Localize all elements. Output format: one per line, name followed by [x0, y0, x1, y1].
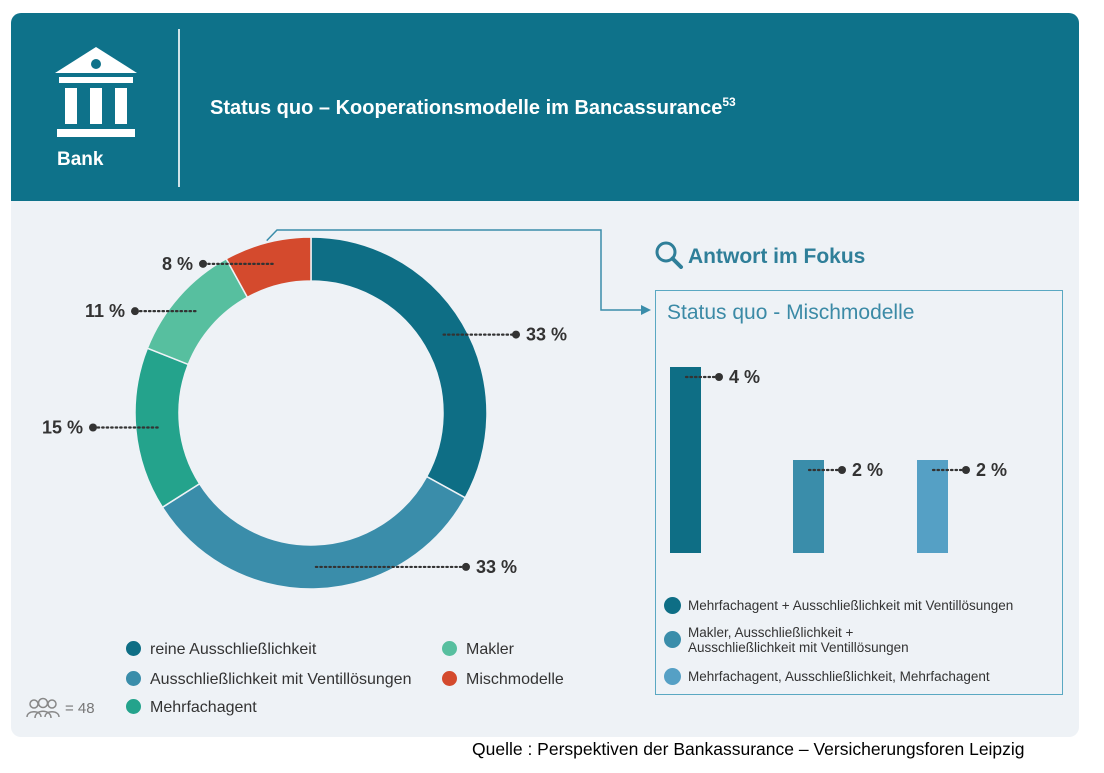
bar-legend-label: Mehrfachagent + Ausschließlichkeit mit V… — [688, 598, 1014, 613]
title-footnote: 53 — [722, 95, 736, 109]
data-label: 15 % — [42, 417, 83, 437]
legend-dot — [664, 597, 681, 614]
bar-value-label: 2 % — [852, 460, 883, 480]
bank-building-icon — [55, 47, 137, 137]
segment-mischmodelle — [225, 236, 312, 299]
focus-title: Antwort im Fokus — [654, 241, 865, 269]
segment-ventilloesungen — [161, 475, 467, 590]
legend-dot — [126, 641, 141, 656]
donut-chart: 33 % 33 % 15 % 11 % 8 % — [42, 229, 651, 590]
source-note: Quelle : Perspektiven der Bankassurance … — [472, 739, 1025, 759]
segment-reine-ausschliesslichkeit — [310, 236, 488, 499]
bar-legend-label: Mehrfachagent, Ausschließlichkeit, Mehrf… — [688, 669, 990, 684]
bar-value-label: 2 % — [976, 460, 1007, 480]
legend-dot — [442, 641, 457, 656]
legend-item-ventil: Ausschließlichkeit mit Ventillösungen — [126, 671, 411, 689]
bar — [793, 460, 824, 553]
bar-chart: 4 % 2 % 2 % — [670, 367, 1007, 553]
arrow-head-icon — [641, 305, 651, 315]
page-title: Status quo – Kooperationsmodelle im Banc… — [210, 95, 736, 120]
infographic-card: Bank Status quo – Kooperationsmodelle im… — [11, 13, 1079, 737]
magnifier-icon — [655, 241, 683, 269]
legend-label: Mehrfachagent — [150, 699, 257, 716]
legend-dot — [664, 631, 681, 648]
people-group-icon — [26, 697, 60, 719]
focus-box: Status quo - Mischmodelle 4 % 2 % 2 % Mehr… — [655, 290, 1063, 695]
leader-dot — [512, 330, 520, 339]
legend-dot — [126, 699, 141, 714]
legend-dot — [442, 671, 457, 686]
legend-label: Ausschließlichkeit mit Ventillösungen — [150, 671, 412, 688]
focus-connector — [266, 229, 643, 311]
legend-dot — [664, 668, 681, 685]
legend-item-misch: Mischmodelle — [442, 671, 564, 689]
focus-title-text: Antwort im Fokus — [688, 245, 866, 268]
legend-dot — [126, 671, 141, 686]
bar — [917, 460, 948, 553]
bar-leader-dot — [715, 373, 723, 381]
bar-value-label: 4 % — [729, 367, 760, 387]
bar-leader-dot — [838, 466, 846, 474]
legend-label: Makler — [466, 641, 515, 658]
bar-legend-label-line2: Ausschließlichkeit mit Ventillösungen — [688, 640, 909, 655]
legend-label: Mischmodelle — [466, 671, 564, 688]
leader-dot — [199, 259, 207, 268]
leader-dot — [462, 562, 470, 571]
leader-dot — [89, 423, 97, 432]
legend-item-makler: Makler — [442, 641, 514, 659]
data-label: 33 % — [476, 557, 517, 577]
data-label: 11 % — [85, 301, 125, 321]
bar-chart-title: Status quo - Mischmodelle — [667, 301, 915, 324]
sample-size-text: = 48 — [65, 700, 95, 717]
legend-label: reine Ausschließlichkeit — [150, 641, 317, 658]
bank-label: Bank — [57, 149, 104, 170]
bar — [670, 367, 701, 553]
bar-legend-label: Makler, Ausschließlichkeit + — [688, 625, 854, 640]
data-label: 8 % — [162, 254, 193, 274]
bar-leader-dot — [962, 466, 970, 474]
legend-item-reine: reine Ausschließlichkeit — [126, 641, 316, 659]
title-text: Status quo – Kooperationsmodelle im Banc… — [210, 97, 723, 119]
header-banner: Bank Status quo – Kooperationsmodelle im… — [11, 13, 1079, 201]
sample-size: = 48 — [25, 697, 95, 719]
legend-item-mehrfach: Mehrfachagent — [126, 699, 257, 717]
header-divider — [178, 29, 180, 187]
data-label: 33 % — [526, 325, 567, 345]
leader-dot — [131, 307, 139, 316]
